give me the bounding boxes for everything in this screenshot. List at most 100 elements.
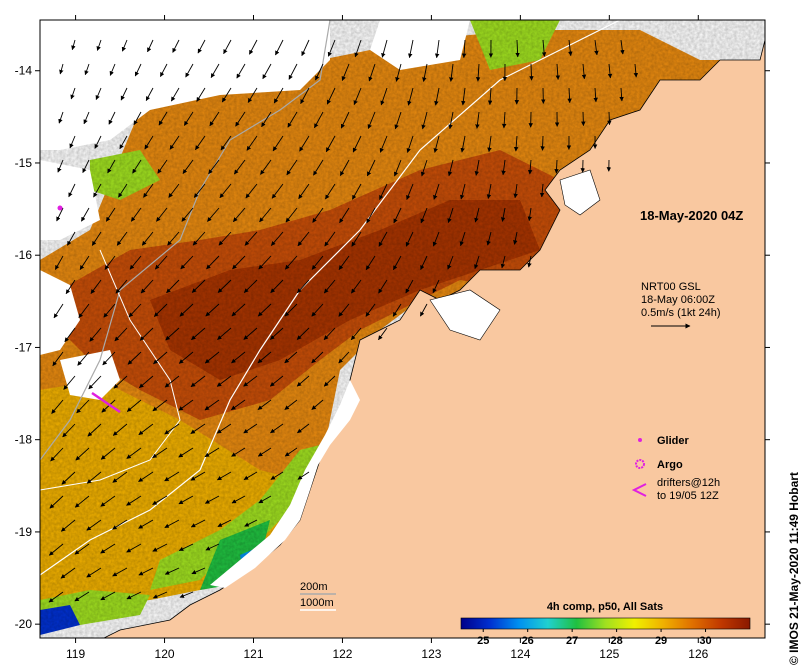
drifter-chevron: [631, 483, 647, 497]
current-vector: [88, 375, 102, 390]
current-vector: [527, 255, 532, 268]
current-vector: [594, 39, 599, 56]
current-vector: [144, 135, 154, 150]
island-2: [429, 289, 501, 341]
current-vector: [113, 375, 128, 389]
current-vector: [487, 135, 492, 153]
current-vector: [93, 183, 102, 198]
current-vector: [183, 111, 194, 126]
current-vector: [116, 231, 128, 246]
current-vector: [132, 159, 142, 174]
current-vector: [231, 447, 246, 457]
contour-label-1000m: 1000m: [300, 597, 334, 609]
current-vector: [191, 567, 206, 575]
current-vector: [165, 327, 180, 341]
current-vector: [204, 447, 220, 458]
current-vector: [487, 87, 493, 106]
current-vector: [103, 303, 116, 318]
current-vector: [300, 87, 310, 105]
current-vector: [327, 39, 336, 57]
current-vector: [243, 423, 258, 434]
colorbar-ticks: 25 26 27 28 29 30: [477, 629, 712, 647]
current-vector: [421, 111, 428, 130]
current-vector: [60, 519, 76, 532]
current-vector: [69, 135, 76, 149]
current-vector: [246, 135, 258, 151]
current-vector: [296, 327, 310, 340]
current-vector: [607, 63, 613, 79]
current-vector: [350, 327, 362, 341]
current-vector: [164, 471, 180, 482]
current-vector: [271, 183, 284, 199]
current-vector: [247, 87, 258, 103]
current-vector: [419, 303, 428, 317]
current-vector: [244, 519, 258, 527]
current-vector: [297, 231, 310, 247]
contour-200m: [40, 20, 331, 461]
current-vector: [354, 39, 362, 58]
current-vector: [190, 471, 206, 481]
current-vector: [78, 303, 90, 318]
current-vector: [448, 111, 454, 130]
current-vector: [210, 63, 220, 78]
legend-drifters-line2: to 19/05 12Z: [657, 490, 719, 502]
current-vector: [258, 255, 272, 270]
lon-tick-label: 123: [421, 647, 441, 661]
current-vector: [193, 183, 206, 198]
current-vector: [311, 255, 324, 270]
lat-tick-label: -18: [15, 433, 33, 447]
current-vector: [527, 207, 532, 222]
current-vector: [60, 567, 76, 579]
current-vector: [339, 207, 350, 224]
current-vector: [392, 303, 402, 317]
current-vector: [380, 87, 388, 106]
current-vector: [395, 63, 402, 82]
current-vector: [378, 231, 388, 247]
current-vector: [79, 255, 90, 270]
lon-tick-label: 120: [155, 647, 175, 661]
current-vector: [323, 279, 336, 294]
current-vector: [378, 279, 388, 294]
current-vector: [181, 207, 194, 222]
colorbar-tick-label: 28: [610, 635, 622, 647]
current-vector: [82, 159, 90, 174]
current-vector: [243, 327, 258, 340]
current-vector: [408, 39, 414, 59]
current-vector: [269, 375, 284, 387]
current-vector: [147, 39, 154, 53]
current-vector: [100, 591, 116, 601]
current-vector: [205, 303, 220, 317]
current-vector: [168, 183, 180, 198]
current-vector: [56, 207, 64, 222]
current-vector: [633, 63, 639, 78]
current-vector: [447, 255, 454, 270]
current-vector: [153, 351, 168, 365]
current-vector: [259, 207, 272, 223]
current-vector: [230, 399, 246, 411]
current-vector: [108, 111, 116, 125]
current-vector: [461, 87, 466, 106]
current-vector: [138, 519, 154, 529]
current-vector: [86, 567, 102, 578]
current-vector: [126, 495, 142, 506]
current-vector: [166, 279, 180, 294]
colorbar-title: 4h comp, p50, All Sats: [547, 601, 663, 613]
lon-tick-label: 125: [599, 647, 619, 661]
contour-1000m-west: [40, 249, 181, 491]
current-vector: [299, 135, 310, 152]
current-vector: [157, 159, 168, 174]
current-vector: [179, 591, 194, 598]
glider-marker: [57, 205, 63, 211]
contour-1000m: [40, 20, 621, 576]
current-vector: [501, 159, 506, 176]
current-vector: [243, 471, 258, 481]
current-vector: [156, 207, 168, 222]
current-vector: [204, 351, 220, 364]
current-vector: [433, 183, 440, 200]
current-vector: [159, 63, 168, 77]
current-vector: [102, 351, 116, 366]
current-time: 18-May 06:00Z: [641, 294, 715, 306]
current-vector: [218, 231, 232, 246]
current-vector: [432, 279, 440, 294]
current-vector: [217, 279, 232, 293]
